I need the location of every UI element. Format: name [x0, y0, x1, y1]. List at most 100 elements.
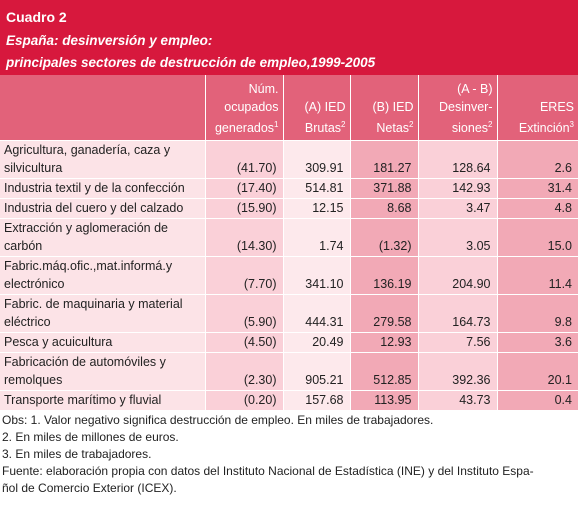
label-line: Pesca y acuicultura — [4, 335, 113, 349]
header-line: (A) IED — [284, 98, 346, 116]
value-cell: 905.21 — [282, 352, 350, 391]
row-label: Transporte marítimo y fluvial — [0, 390, 205, 410]
table-body: Agricultura, ganadería, caza y silvicultu… — [0, 140, 578, 410]
value-cell: 444.31 — [282, 294, 350, 333]
value-cell: 512.85 — [349, 352, 418, 391]
value-cell: 309.91 — [282, 140, 350, 179]
header-line: Núm. — [206, 80, 279, 98]
value-cell: 164.73 — [417, 294, 497, 333]
header-cell: (B) IED Netas2 — [349, 75, 418, 141]
label-line: silvicultura — [4, 161, 63, 175]
value-cell: 12.93 — [349, 332, 418, 353]
value-cell: 128.64 — [417, 140, 497, 179]
value-cell: 2.6 — [496, 140, 578, 179]
label-line: Fabric.máq.ofic.,mat.informá.y — [4, 259, 173, 273]
label-line: Transporte marítimo y fluvial — [4, 393, 162, 407]
row-label: Industria del cuero y del calzado — [0, 198, 205, 219]
table-row: Industria del cuero y del calzado (15.90)… — [0, 198, 578, 219]
header-text: Brutas — [304, 121, 342, 135]
header-text: (B) IED — [372, 99, 414, 114]
value-cell: 113.95 — [349, 390, 418, 410]
table-row: Pesca y acuicultura (4.50) 20.49 12.93 7.56 3… — [0, 332, 578, 353]
data-table: Núm. ocupados generados1 (A) IED Brutas2 (B) … — [0, 75, 578, 410]
header-text: Netas — [376, 121, 410, 135]
value-cell: (4.50) — [204, 332, 283, 353]
value-cell: (17.40) — [204, 178, 283, 199]
note-line: Fuente: elaboración propia con datos del… — [2, 464, 534, 478]
header-text: (A - B) — [457, 81, 493, 96]
note-line: ñol de Comercio Exterior (ICEX). — [2, 481, 177, 495]
header-text: (A) IED — [304, 99, 346, 114]
table-row: Fabricación de automóviles y remolques (2.… — [0, 352, 578, 391]
header-text: Núm. — [248, 81, 279, 96]
header-line: Desinver- — [419, 98, 493, 116]
value-cell: 157.68 — [282, 390, 350, 410]
row-label: Fabric. de maquinaria y material eléctric… — [0, 294, 205, 333]
label-line: Extracción y aglomeración de — [4, 221, 168, 235]
value-cell: (41.70) — [204, 140, 283, 179]
value-cell: (14.30) — [204, 218, 283, 257]
value-cell: 4.8 — [496, 198, 578, 219]
value-cell: 12.15 — [282, 198, 350, 219]
value-cell: (5.90) — [204, 294, 283, 333]
label-line: electrónico — [4, 277, 65, 291]
label-line: Agricultura, ganadería, caza y — [4, 143, 171, 157]
value-cell: 0.4 — [496, 390, 578, 410]
footnote-mark: 1 — [274, 119, 279, 129]
header-line: Netas2 — [351, 116, 414, 137]
footnote-mark: 2 — [341, 119, 346, 129]
row-label: Agricultura, ganadería, caza y silvicultu… — [0, 140, 205, 179]
header-line: Brutas2 — [284, 116, 346, 137]
header-text: Desinver- — [439, 99, 493, 114]
header-text: generados — [214, 121, 275, 135]
row-label: Fabricación de automóviles y remolques — [0, 352, 205, 391]
header-line: Extinción3 — [498, 116, 574, 137]
row-label: Fabric.máq.ofic.,mat.informá.y electrónic… — [0, 256, 205, 295]
value-cell: 279.58 — [349, 294, 418, 333]
header-row: Núm. ocupados generados1 (A) IED Brutas2 (B) … — [0, 75, 578, 141]
label-line: remolques — [4, 373, 63, 387]
label-line: Fabric. de maquinaria y material — [4, 297, 183, 311]
value-cell: 9.8 — [496, 294, 578, 333]
header-line: (A - B) — [419, 80, 493, 98]
label-line: Fabricación de automóviles y — [4, 355, 166, 369]
header-text: ocupados — [224, 99, 279, 114]
table-row: Industria textil y de la confección (17.4… — [0, 178, 578, 199]
value-cell: 371.88 — [349, 178, 418, 199]
value-cell: 1.74 — [282, 218, 350, 257]
header-cell: (A - B) Desinver-siones2 — [417, 75, 497, 141]
value-cell: 31.4 — [496, 178, 578, 199]
header-line: ERES — [498, 98, 574, 116]
subtitle: principales sectores de destrucción de e… — [6, 55, 376, 70]
table-row: Extracción y aglomeración de carbón (14.30… — [0, 218, 578, 257]
footnote-mark: 2 — [409, 119, 414, 129]
title: Cuadro 2 — [6, 9, 67, 25]
table-row: Fabric.máq.ofic.,mat.informá.y electrónic… — [0, 256, 578, 295]
header-line: siones2 — [419, 116, 493, 137]
notes: Obs: 1. Valor negativo significa destruc… — [0, 410, 578, 497]
value-cell: 3.05 — [417, 218, 497, 257]
value-cell: (15.90) — [204, 198, 283, 219]
header-line: (B) IED — [351, 98, 414, 116]
label-line: Industria textil y de la confección — [4, 181, 185, 195]
value-cell: (2.30) — [204, 352, 283, 391]
row-label: Industria textil y de la confección — [0, 178, 205, 199]
row-label: Pesca y acuicultura — [0, 332, 205, 353]
value-cell: (0.20) — [204, 390, 283, 410]
header-line: generados1 — [206, 116, 279, 137]
note-line: Obs: 1. Valor negativo significa destruc… — [2, 413, 434, 427]
value-cell: (1.32) — [349, 218, 418, 257]
row-label: Extracción y aglomeración de carbón — [0, 218, 205, 257]
value-cell: 15.0 — [496, 218, 578, 257]
table-row: Agricultura, ganadería, caza y silvicultu… — [0, 140, 578, 179]
value-cell: 136.19 — [349, 256, 418, 295]
header-cell: ERES Extinción3 — [496, 75, 578, 141]
value-cell: (7.70) — [204, 256, 283, 295]
value-cell: 8.68 — [349, 198, 418, 219]
header-cell: Núm. ocupados generados1 — [204, 75, 283, 141]
label-line: carbón — [4, 239, 43, 253]
table-row: Fabric. de maquinaria y material eléctric… — [0, 294, 578, 333]
title-band: Cuadro 2 España: desinversión y empleo: … — [0, 0, 578, 75]
value-cell: 11.4 — [496, 256, 578, 295]
footnote-mark: 2 — [488, 119, 493, 129]
